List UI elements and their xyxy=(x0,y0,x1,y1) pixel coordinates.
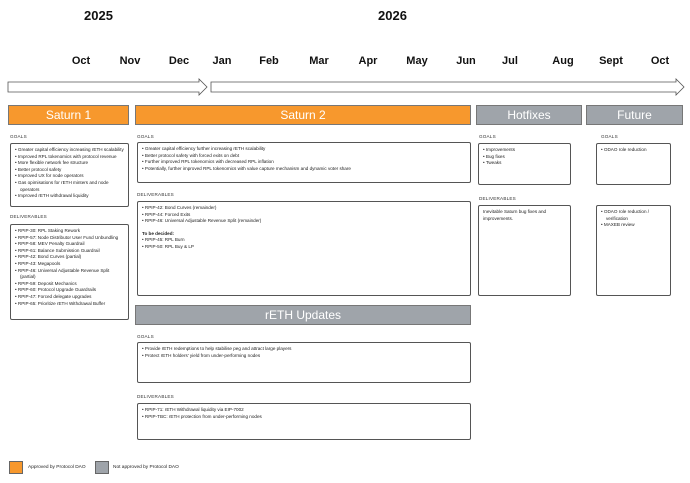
month-label: Feb xyxy=(259,55,279,67)
saturn2-goals-box: Greater capital efficiency further incre… xyxy=(137,142,471,183)
list-item: Greater capital efficiency increasing rE… xyxy=(15,147,124,154)
saturn1-header: Saturn 1 xyxy=(8,105,129,125)
list-item: Bug fixes xyxy=(483,154,566,161)
list-item: Improvements xyxy=(483,147,566,154)
list-item: RPIP-42: Bond Curves (partial) xyxy=(15,254,124,261)
list-item: MAXEB review xyxy=(601,222,666,229)
saturn1-goals-box: Greater capital efficiency increasing rE… xyxy=(10,143,129,207)
bullet-list: ODAO role reduction xyxy=(601,147,666,154)
list-item: RPIP-46: Universal Adjustable Revenue Sp… xyxy=(142,218,466,225)
list-item: ODAO role reduction xyxy=(601,147,666,154)
bullet-list: Greater capital efficiency further incre… xyxy=(142,146,466,172)
reth-goals-box: Provide rETH redemptions to help stabili… xyxy=(137,342,471,383)
list-item: RPIP-TBC: rETH protection from under-per… xyxy=(142,414,466,421)
saturn2-deliverables-box: RPIP-42: Bond Curves (remainder)RPIP-44:… xyxy=(137,201,471,296)
list-item: Provide rETH redemptions to help stabili… xyxy=(142,346,466,353)
saturn2-deliverables-label: DELIVERABLES xyxy=(137,192,174,197)
future-goals-label: GOALS xyxy=(601,134,618,139)
list-item: RPIP-61: Balance Submission Guardrail xyxy=(15,248,124,255)
list-item: RPIP-58: MEV Penalty Guardrail xyxy=(15,241,124,248)
legend-not-approved-swatch xyxy=(95,461,109,474)
list-item: ODAO role reduction / verification xyxy=(601,209,666,222)
list-item: RPIP-47: Forced delegate upgrades xyxy=(15,294,124,301)
list-item: RPIP-59: Deposit Mechanics xyxy=(15,281,124,288)
month-label: Sept xyxy=(599,55,623,67)
month-label: Oct xyxy=(650,55,670,67)
month-label: Oct xyxy=(71,55,91,67)
year-2026: 2026 xyxy=(378,8,407,23)
list-item: RPIP-50: RPL Buy & LP xyxy=(142,244,466,251)
reth-deliverables-box: RPIP-71: rETH Withdrawal liquidity via E… xyxy=(137,403,471,440)
list-item: RPIP-30: RPL Staking Rework xyxy=(15,228,124,235)
reth-header: rETH Updates xyxy=(135,305,471,325)
future-header: Future xyxy=(586,105,683,125)
list-item: More flexible network fee structure xyxy=(15,160,124,167)
list-item: RPIP-42: Bond Curves (remainder) xyxy=(142,205,466,212)
month-label: May xyxy=(406,55,428,67)
legend-not-approved-label: Not approved by Protocol DAO xyxy=(113,465,179,470)
month-label: Jan xyxy=(212,55,232,67)
month-label: Apr xyxy=(358,55,378,67)
list-item: Further improved RPL tokenomics with dec… xyxy=(142,159,466,166)
list-item: RPIP-65: Prioritize rETH Withdrawal Buff… xyxy=(15,301,124,308)
list-item: RPIP-46: Universal Adjustable Revenue Sp… xyxy=(15,268,124,281)
list-item: RPIP-71: rETH Withdrawal liquidity via E… xyxy=(142,407,466,414)
bullet-list: RPIP-30: RPL Staking ReworkRPIP-57: Node… xyxy=(15,228,124,307)
list-item: Tweaks xyxy=(483,160,566,167)
bullet-list: RPIP-42: Bond Curves (remainder)RPIP-44:… xyxy=(142,205,466,225)
hotfixes-deliverables-label: DELIVERABLES xyxy=(479,196,516,201)
saturn2-header: Saturn 2 xyxy=(135,105,471,125)
list-item: Improved rETH withdrawal liquidity xyxy=(15,193,124,200)
bullet-list: Provide rETH redemptions to help stabili… xyxy=(142,346,466,359)
hotfixes-goals-box: ImprovementsBug fixesTweaks xyxy=(478,143,571,185)
month-label: Aug xyxy=(552,55,574,67)
reth-deliverables-label: DELIVERABLES xyxy=(137,394,174,399)
month-label: Dec xyxy=(168,55,190,67)
hotfixes-goals-label: GOALS xyxy=(479,134,496,139)
month-label: Nov xyxy=(119,55,141,67)
bullet-list: ImprovementsBug fixesTweaks xyxy=(483,147,566,167)
list-item: Potentially, further improved RPL tokeno… xyxy=(142,166,466,173)
list-item: RPIP-45: RPL Burn xyxy=(142,237,466,244)
month-label: Jun xyxy=(456,55,476,67)
list-item: Greater capital efficiency further incre… xyxy=(142,146,466,153)
legend-approved-label: Approved by Protocol DAO xyxy=(28,465,86,470)
month-label: Mar xyxy=(309,55,329,67)
future-goals-box: ODAO role reduction xyxy=(596,143,671,185)
hotfixes-header: Hotfixes xyxy=(476,105,582,125)
list-item: Protect rETH holders' yield from under-p… xyxy=(142,353,466,360)
list-item: RPIP-43: Megapools xyxy=(15,261,124,268)
year-2025: 2025 xyxy=(84,8,113,23)
month-label: Jul xyxy=(502,55,518,67)
arrow-2025 xyxy=(7,78,208,96)
legend-approved-swatch xyxy=(9,461,23,474)
list-item: RPIP-60: Protocol Upgrade Guardrails xyxy=(15,287,124,294)
bullet-list: RPIP-45: RPL BurnRPIP-50: RPL Buy & LP xyxy=(142,237,466,250)
bullet-list: ODAO role reduction / verificationMAXEB … xyxy=(601,209,666,229)
list-item: Improved UX for node operators xyxy=(15,173,124,180)
list-item: Improved RPL tokenomics with protocol re… xyxy=(15,154,124,161)
list-item: Better protocol safety with forced exits… xyxy=(142,153,466,160)
saturn2-goals-label: GOALS xyxy=(137,134,154,139)
to-be-decided-label: To be decided: xyxy=(142,230,175,236)
saturn1-deliverables-box: RPIP-30: RPL Staking ReworkRPIP-57: Node… xyxy=(10,224,129,320)
arrow-2026 xyxy=(210,78,685,96)
list-item: RPIP-44: Forced Exits xyxy=(142,212,466,219)
list-item: Gas opimisations for rETH minters and no… xyxy=(15,180,124,193)
saturn1-goals-label: GOALS xyxy=(10,134,27,139)
hotfixes-deliverables-box: Inevitable Saturn bug fixes and improvem… xyxy=(478,205,571,296)
reth-goals-label: GOALS xyxy=(137,334,154,339)
list-item: Better protocol safety xyxy=(15,167,124,174)
saturn1-deliverables-label: DELIVERABLES xyxy=(10,214,47,219)
timeline-arrows xyxy=(7,78,685,96)
bullet-list: Greater capital efficiency increasing rE… xyxy=(15,147,124,200)
future-deliverables-box: ODAO role reduction / verificationMAXEB … xyxy=(596,205,671,296)
list-item: RPIP-57: Node Distributor User Fund Unbu… xyxy=(15,235,124,242)
hotfixes-deliverables-text: Inevitable Saturn bug fixes and improvem… xyxy=(483,209,547,221)
bullet-list: RPIP-71: rETH Withdrawal liquidity via E… xyxy=(142,407,466,420)
